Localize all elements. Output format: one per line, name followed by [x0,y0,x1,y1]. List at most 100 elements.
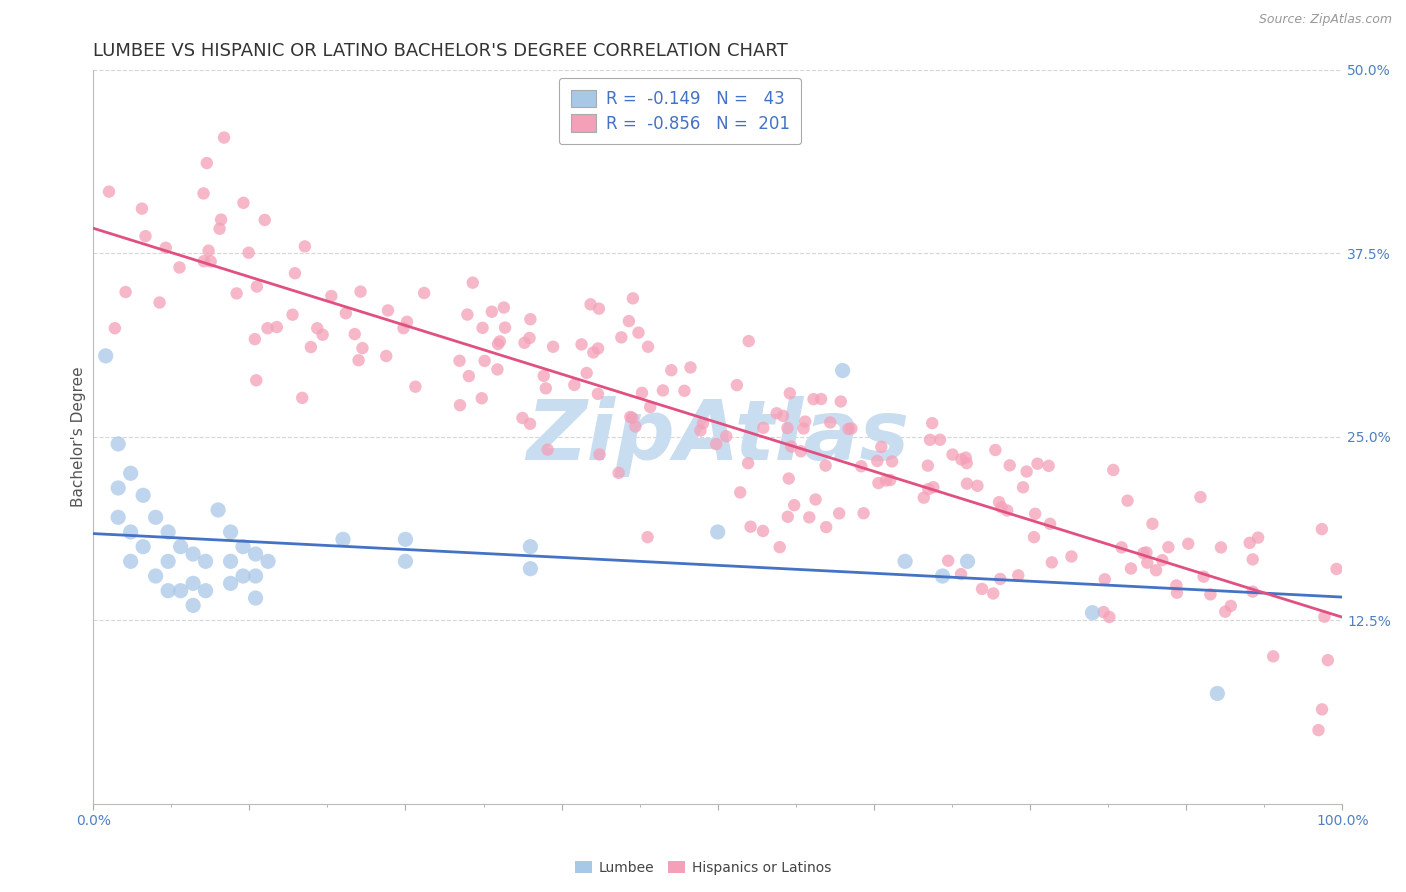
Point [1102,463,1125,477]
Point [1142,516,1164,531]
Point [870,440,893,454]
Point [793,421,815,435]
Point [266,320,288,334]
Point [120,467,142,481]
Point [471,391,494,405]
Point [941,448,963,462]
Point [1026,457,1049,471]
Point [917,458,939,473]
Point [575,366,598,380]
Point [98,185,121,199]
Point [875,474,897,488]
Point [132,540,155,554]
Point [918,433,941,447]
Point [225,286,247,301]
Point [238,245,260,260]
Point [955,450,977,465]
Point [489,334,512,349]
Point [582,345,605,359]
Point [588,447,610,461]
Legend: Lumbee, Hispanics or Latinos: Lumbee, Hispanics or Latinos [569,855,837,880]
Point [769,540,792,554]
Point [131,202,153,216]
Point [347,353,370,368]
Point [245,547,267,561]
Point [621,291,644,305]
Point [1239,536,1261,550]
Point [392,321,415,335]
Point [571,337,593,351]
Point [193,186,215,201]
Point [281,308,304,322]
Point [519,312,541,326]
Point [245,373,267,387]
Point [1166,578,1188,592]
Point [673,384,696,398]
Point [706,524,728,539]
Point [294,239,316,253]
Point [794,415,817,429]
Point [868,476,890,491]
Point [377,303,399,318]
Point [1247,531,1270,545]
Point [132,488,155,502]
Point [513,335,536,350]
Point [988,572,1011,586]
Point [1177,537,1199,551]
Point [1094,572,1116,586]
Point [461,276,484,290]
Point [219,524,242,539]
Point [157,583,180,598]
Point [457,369,479,384]
Point [1166,585,1188,599]
Point [776,509,799,524]
Point [114,285,136,299]
Point [534,381,557,395]
Point [692,416,714,430]
Point [148,295,170,310]
Point [352,341,374,355]
Point [219,576,242,591]
Point [194,554,217,568]
Point [562,377,585,392]
Point [995,503,1018,517]
Point [120,554,142,568]
Point [579,297,602,311]
Point [1015,465,1038,479]
Point [803,392,825,406]
Point [107,510,129,524]
Point [232,569,254,583]
Point [970,582,993,596]
Point [157,524,180,539]
Point [624,419,647,434]
Point [752,524,775,538]
Point [776,421,799,435]
Point [689,424,711,438]
Point [772,409,794,423]
Point [1119,561,1142,575]
Point [737,456,759,470]
Point [200,254,222,268]
Point [519,562,541,576]
Point [912,491,935,505]
Point [307,321,329,335]
Point [637,530,659,544]
Point [107,437,129,451]
Point [866,454,889,468]
Text: LUMBEE VS HISPANIC OR LATINO BACHELOR'S DEGREE CORRELATION CHART: LUMBEE VS HISPANIC OR LATINO BACHELOR'S … [93,42,787,60]
Point [107,481,129,495]
Point [679,360,702,375]
Point [197,244,219,258]
Point [728,485,751,500]
Point [207,503,229,517]
Point [169,540,191,554]
Point [169,260,191,275]
Point [950,567,973,582]
Point [474,354,496,368]
Point [752,421,775,435]
Point [950,452,973,467]
Point [631,385,654,400]
Point [209,212,232,227]
Point [541,340,564,354]
Point [779,386,801,401]
